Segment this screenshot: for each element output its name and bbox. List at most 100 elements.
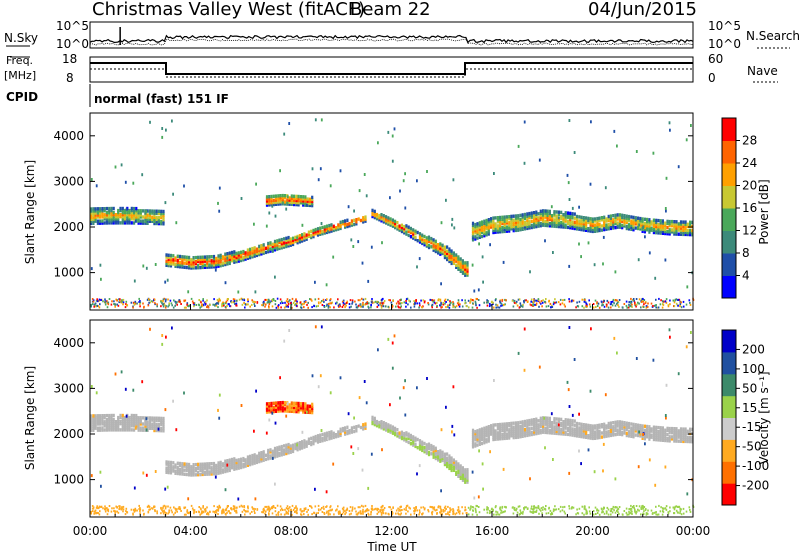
velocity-cell [557, 427, 560, 432]
velocity-cell [655, 433, 658, 438]
power-cell [133, 302, 136, 305]
power-cell [566, 173, 569, 177]
velocity-cell [303, 441, 306, 445]
power-cell [329, 298, 332, 301]
velocity-cell [394, 432, 397, 437]
velocity-cell [564, 424, 567, 428]
power-cell [313, 305, 315, 308]
power-cell [373, 215, 376, 220]
power-cell [533, 211, 536, 215]
power-cell [503, 221, 506, 225]
velocity-cell [476, 431, 479, 435]
velocity-cell [519, 424, 522, 429]
power-cell [446, 255, 449, 260]
velocity-cell [128, 417, 131, 422]
power-cell [242, 258, 245, 262]
velocity-cell [162, 418, 165, 423]
power-cell [139, 209, 142, 213]
power-cell [521, 227, 524, 231]
power-cell [103, 217, 106, 221]
power-cell [544, 209, 547, 213]
power-cell [666, 219, 669, 224]
velocity-cell [437, 452, 440, 456]
power-cell [164, 201, 167, 205]
velocity-cell [251, 458, 254, 462]
power-cell [251, 303, 253, 306]
velocity-cell [594, 430, 597, 434]
noise-left-tick-bottom: 10^0 [56, 37, 89, 51]
power-cell [541, 305, 543, 308]
velocity-cell [443, 458, 446, 463]
power-cell [103, 215, 106, 219]
power-cell [661, 231, 664, 235]
velocity-cell [165, 460, 168, 464]
velocity-cell [537, 423, 540, 427]
power-cell [107, 301, 110, 304]
power-cell [201, 255, 204, 259]
power-cell [546, 215, 549, 220]
power-cell [292, 242, 295, 247]
power-cell [533, 223, 536, 227]
power-cell [389, 219, 392, 223]
power-cell [461, 261, 464, 265]
velocity-cell [609, 431, 612, 436]
velocity-cell [679, 429, 683, 433]
power-cell [607, 301, 610, 304]
power-cell [546, 223, 549, 228]
velocity-cell [618, 422, 622, 426]
power-cell [98, 298, 101, 301]
power-cell [165, 259, 168, 263]
power-cell [133, 215, 136, 219]
velocity-cell [571, 427, 574, 431]
power-cell [288, 196, 291, 200]
velocity-cell [108, 428, 111, 432]
power-cell [384, 305, 387, 308]
power-cell [268, 203, 271, 207]
power-cell [542, 299, 544, 302]
power-cell [373, 209, 376, 214]
power-cell [314, 232, 317, 236]
velocity-cell [431, 513, 433, 516]
velocity-cell [93, 512, 95, 515]
power-cell [495, 298, 497, 301]
velocity-cell [246, 510, 248, 513]
power-cell [351, 302, 353, 305]
velocity-cell [104, 510, 107, 513]
power-cell [682, 232, 685, 237]
velocity-cell [240, 457, 243, 461]
power-cell [550, 205, 553, 209]
velocity-cell [273, 455, 277, 459]
velocity-cell [101, 416, 104, 420]
power-cell [99, 219, 102, 223]
power-cell [526, 226, 529, 231]
velocity-cell [387, 512, 390, 515]
velocity-cell [553, 431, 556, 435]
velocity-cell [105, 422, 108, 426]
velocity-cell [648, 431, 651, 435]
power-cell [512, 222, 515, 227]
power-cell [496, 216, 499, 220]
power-cell [348, 306, 351, 309]
velocity-cell [621, 424, 624, 429]
velocity-cell [455, 512, 458, 515]
velocity-cell [199, 472, 202, 477]
velocity-cell [594, 424, 597, 428]
velocity-cell [400, 505, 402, 508]
velocity-cell [274, 507, 277, 509]
velocity-cell [355, 510, 357, 513]
power-cell [519, 213, 522, 218]
power-cell [103, 221, 106, 225]
velocity-cell [130, 508, 133, 511]
velocity-cell [163, 504, 166, 507]
power-cell [448, 249, 451, 253]
power-cell [98, 306, 101, 309]
power-cell [351, 301, 354, 304]
power-cell [598, 228, 601, 233]
power-cell [571, 299, 573, 302]
power-cell [114, 213, 118, 217]
power-cell [455, 255, 458, 259]
power-cell [115, 298, 117, 301]
velocity-cell [569, 428, 572, 433]
power-cell [562, 221, 565, 225]
power-cell [440, 306, 442, 309]
